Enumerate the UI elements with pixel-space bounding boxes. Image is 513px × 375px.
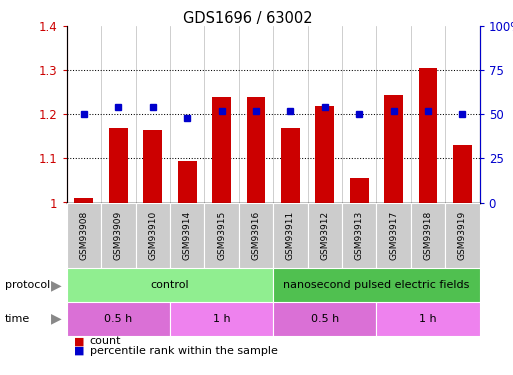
FancyBboxPatch shape: [170, 302, 273, 336]
Text: time: time: [5, 314, 30, 324]
FancyBboxPatch shape: [67, 268, 273, 302]
Bar: [177, 160, 196, 202]
Text: GSM93914: GSM93914: [183, 211, 192, 260]
Text: GSM93908: GSM93908: [80, 211, 88, 260]
Text: ■: ■: [74, 336, 85, 346]
Text: ■: ■: [74, 346, 85, 355]
Bar: [419, 68, 438, 203]
Text: GSM93909: GSM93909: [114, 211, 123, 260]
FancyBboxPatch shape: [411, 202, 445, 268]
Bar: [281, 128, 300, 202]
FancyBboxPatch shape: [67, 302, 170, 336]
Text: GSM93916: GSM93916: [251, 211, 261, 260]
FancyBboxPatch shape: [135, 202, 170, 268]
Text: count: count: [90, 336, 121, 346]
FancyBboxPatch shape: [273, 302, 377, 336]
FancyBboxPatch shape: [273, 268, 480, 302]
Bar: [74, 198, 93, 202]
Bar: [453, 145, 472, 202]
FancyBboxPatch shape: [204, 202, 239, 268]
FancyBboxPatch shape: [239, 202, 273, 268]
Text: 1 h: 1 h: [213, 314, 230, 324]
Bar: [109, 128, 128, 202]
FancyBboxPatch shape: [342, 202, 377, 268]
Text: protocol: protocol: [5, 280, 50, 290]
Bar: [384, 94, 403, 202]
Text: ▶: ▶: [51, 312, 62, 326]
Bar: [350, 178, 369, 203]
Bar: [143, 130, 162, 203]
Bar: [315, 106, 334, 202]
Text: GSM93910: GSM93910: [148, 211, 157, 260]
Bar: [212, 97, 231, 202]
FancyBboxPatch shape: [445, 202, 480, 268]
Text: GSM93918: GSM93918: [424, 211, 432, 260]
FancyBboxPatch shape: [273, 202, 308, 268]
Text: ▶: ▶: [51, 278, 62, 292]
Text: GSM93912: GSM93912: [320, 211, 329, 260]
Text: percentile rank within the sample: percentile rank within the sample: [90, 346, 278, 355]
Text: 0.5 h: 0.5 h: [104, 314, 132, 324]
Text: 1 h: 1 h: [419, 314, 437, 324]
Text: 0.5 h: 0.5 h: [311, 314, 339, 324]
Text: GSM93917: GSM93917: [389, 211, 398, 260]
FancyBboxPatch shape: [67, 202, 101, 268]
FancyBboxPatch shape: [377, 202, 411, 268]
FancyBboxPatch shape: [377, 302, 480, 336]
Text: GSM93915: GSM93915: [217, 211, 226, 260]
Text: GSM93911: GSM93911: [286, 211, 295, 260]
FancyBboxPatch shape: [308, 202, 342, 268]
FancyBboxPatch shape: [170, 202, 204, 268]
FancyBboxPatch shape: [101, 202, 135, 268]
Text: GSM93913: GSM93913: [354, 211, 364, 260]
Text: nanosecond pulsed electric fields: nanosecond pulsed electric fields: [283, 280, 469, 290]
Text: GSM93919: GSM93919: [458, 211, 467, 260]
Bar: [247, 97, 265, 202]
Text: GDS1696 / 63002: GDS1696 / 63002: [183, 11, 312, 26]
Text: control: control: [151, 280, 189, 290]
